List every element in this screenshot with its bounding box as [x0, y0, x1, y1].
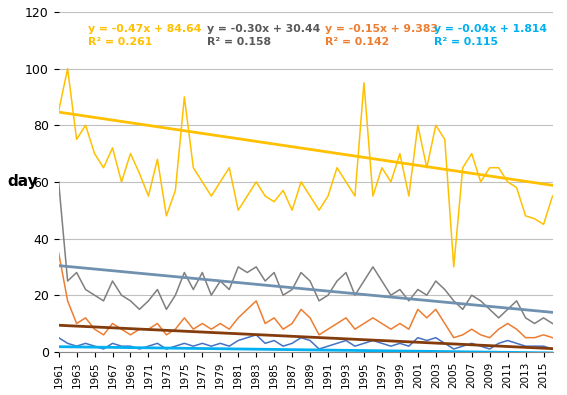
Text: R² = 0.261: R² = 0.261 [88, 38, 153, 47]
Text: y = -0.30x + 30.44: y = -0.30x + 30.44 [207, 24, 320, 34]
Text: R² = 0.158: R² = 0.158 [207, 38, 271, 47]
Text: R² = 0.142: R² = 0.142 [325, 38, 390, 47]
Y-axis label: day: day [7, 174, 37, 189]
Text: y = -0.15x + 9.383: y = -0.15x + 9.383 [325, 24, 438, 34]
Text: y = -0.04x + 1.814: y = -0.04x + 1.814 [434, 24, 547, 34]
Text: y = -0.47x + 84.64: y = -0.47x + 84.64 [88, 24, 202, 34]
Text: R² = 0.115: R² = 0.115 [434, 38, 498, 47]
